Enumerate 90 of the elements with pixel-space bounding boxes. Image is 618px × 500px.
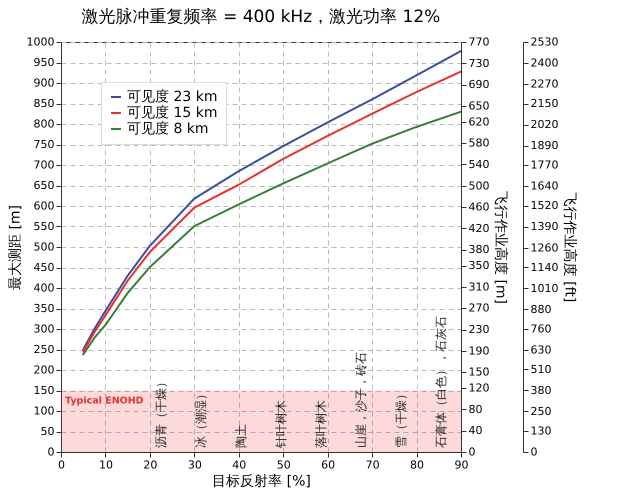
- x-tick-label: 10: [98, 458, 113, 472]
- y3-tick-label: 880: [530, 302, 552, 316]
- y2-tick-label: 40: [468, 424, 482, 438]
- y3-tick-label: 2020: [530, 118, 558, 132]
- y-tick-label: 0: [48, 446, 54, 458]
- y2-tick-label: 730: [468, 56, 490, 70]
- annotation: 陶土: [234, 424, 248, 448]
- y-tick-label: 150: [34, 384, 54, 397]
- y-tick-label: 600: [34, 200, 54, 212]
- x-tick-label: 0: [58, 458, 65, 472]
- y-tick-label: 250: [34, 343, 54, 356]
- y2-tick-label: 120: [468, 382, 490, 395]
- y2-tick-label: 580: [468, 136, 490, 150]
- y3-axis-title: 飞行作业高度 [ft]: [561, 192, 578, 302]
- y-tick-label: 300: [34, 322, 54, 336]
- band-label: Typical ENOHD: [65, 396, 144, 406]
- y2-tick-label: 380: [468, 243, 490, 256]
- y-tick-label: 50: [40, 425, 54, 438]
- y3-tick-label: 1140: [530, 260, 558, 274]
- y-tick-label: 550: [34, 220, 54, 233]
- y2-tick-label: 420: [468, 222, 490, 235]
- x-tick-label: 70: [366, 458, 380, 472]
- y2-tick-label: 460: [468, 200, 490, 214]
- y3-tick-label: 760: [530, 322, 552, 336]
- y2-tick-label: 540: [468, 158, 490, 171]
- y3-tick-label: 2400: [530, 56, 558, 70]
- y-axis-title: 最大测距 [m]: [8, 204, 24, 290]
- y-tick-label: 950: [34, 56, 54, 69]
- annotation: 雪（干燥）: [394, 388, 408, 448]
- y-tick-label: 900: [34, 76, 54, 90]
- y2-tick-label: 190: [468, 344, 490, 358]
- y2-tick-label: 230: [468, 323, 490, 336]
- y3-tick-label: 2530: [530, 36, 558, 48]
- y-tick-label: 450: [34, 261, 54, 274]
- y-tick-label: 350: [34, 302, 54, 315]
- x-tick-label: 50: [276, 458, 291, 472]
- x-tick-label: 20: [143, 458, 158, 472]
- y2-tick-label: 80: [468, 402, 482, 416]
- y-tick-label: 850: [34, 97, 54, 110]
- y-tick-label: 800: [34, 118, 54, 130]
- x-tick-label: 30: [188, 458, 202, 472]
- y2-tick-label: 150: [468, 366, 490, 379]
- y2-tick-label: 650: [468, 99, 490, 112]
- y2-tick-label: 770: [468, 36, 490, 48]
- legend-label: 可见度 15 km: [127, 105, 218, 121]
- y2-tick-label: 620: [468, 115, 490, 128]
- y3-tick-label: 1390: [530, 220, 558, 234]
- y2-tick-label: 0: [468, 446, 476, 458]
- y3-tick-label: 0: [530, 446, 538, 458]
- y3-tick-label: 1010: [530, 282, 558, 295]
- annotation: 山崖，沙子，砖石: [354, 352, 368, 448]
- y3-tick-label: 1520: [530, 199, 558, 212]
- y3-tick-label: 250: [530, 404, 552, 418]
- y3-tick-label: 510: [530, 362, 552, 376]
- y-tick-label: 750: [34, 138, 54, 151]
- legend-label: 可见度 23 km: [127, 89, 218, 105]
- annotation: 落叶树木: [314, 400, 328, 448]
- x-tick-label: 60: [321, 458, 336, 472]
- y2-tick-label: 690: [468, 78, 490, 92]
- y3-tick-label: 1260: [530, 241, 558, 254]
- y-tick-label: 200: [34, 364, 54, 376]
- y3-tick-label: 1770: [530, 158, 558, 172]
- x-axis-title: 目标反射率 [%]: [212, 474, 311, 490]
- x-tick-label: 80: [410, 458, 424, 472]
- y-tick-label: 500: [34, 240, 54, 254]
- y-tick-label: 100: [34, 404, 54, 418]
- x-tick-label: 90: [454, 458, 468, 472]
- y3-tick-label: 1890: [530, 139, 558, 152]
- y2-tick-label: 500: [468, 179, 490, 192]
- y-tick-label: 400: [34, 282, 54, 294]
- chart-title: 激光脉冲重复频率 = 400 kHz，激光功率 12%: [82, 7, 440, 27]
- y3-tick-label: 130: [530, 424, 552, 438]
- annotation: 冰（潮湿）: [194, 388, 208, 448]
- annotation: 石膏体（白色），石灰石: [434, 316, 448, 448]
- y-tick-label: 700: [34, 158, 54, 172]
- annotation: 针叶树木: [274, 400, 288, 449]
- y-tick-label: 1000: [26, 36, 54, 48]
- y2-tick-label: 310: [468, 280, 490, 294]
- y3-tick-label: 2270: [530, 78, 558, 91]
- y3-tick-label: 2150: [530, 97, 558, 110]
- annotation: 沥青（干燥）: [154, 376, 168, 448]
- y2-tick-label: 270: [468, 302, 490, 315]
- y2-axis-title: 飞行作业高度 [m]: [492, 190, 508, 304]
- y2-tick-label: 350: [468, 259, 490, 272]
- legend-label: 可见度 8 km: [127, 121, 209, 137]
- y3-tick-label: 1640: [530, 180, 558, 193]
- x-tick-label: 40: [232, 458, 246, 472]
- y3-tick-label: 380: [530, 384, 552, 397]
- y3-tick-label: 630: [530, 343, 552, 356]
- y-tick-label: 650: [34, 179, 54, 192]
